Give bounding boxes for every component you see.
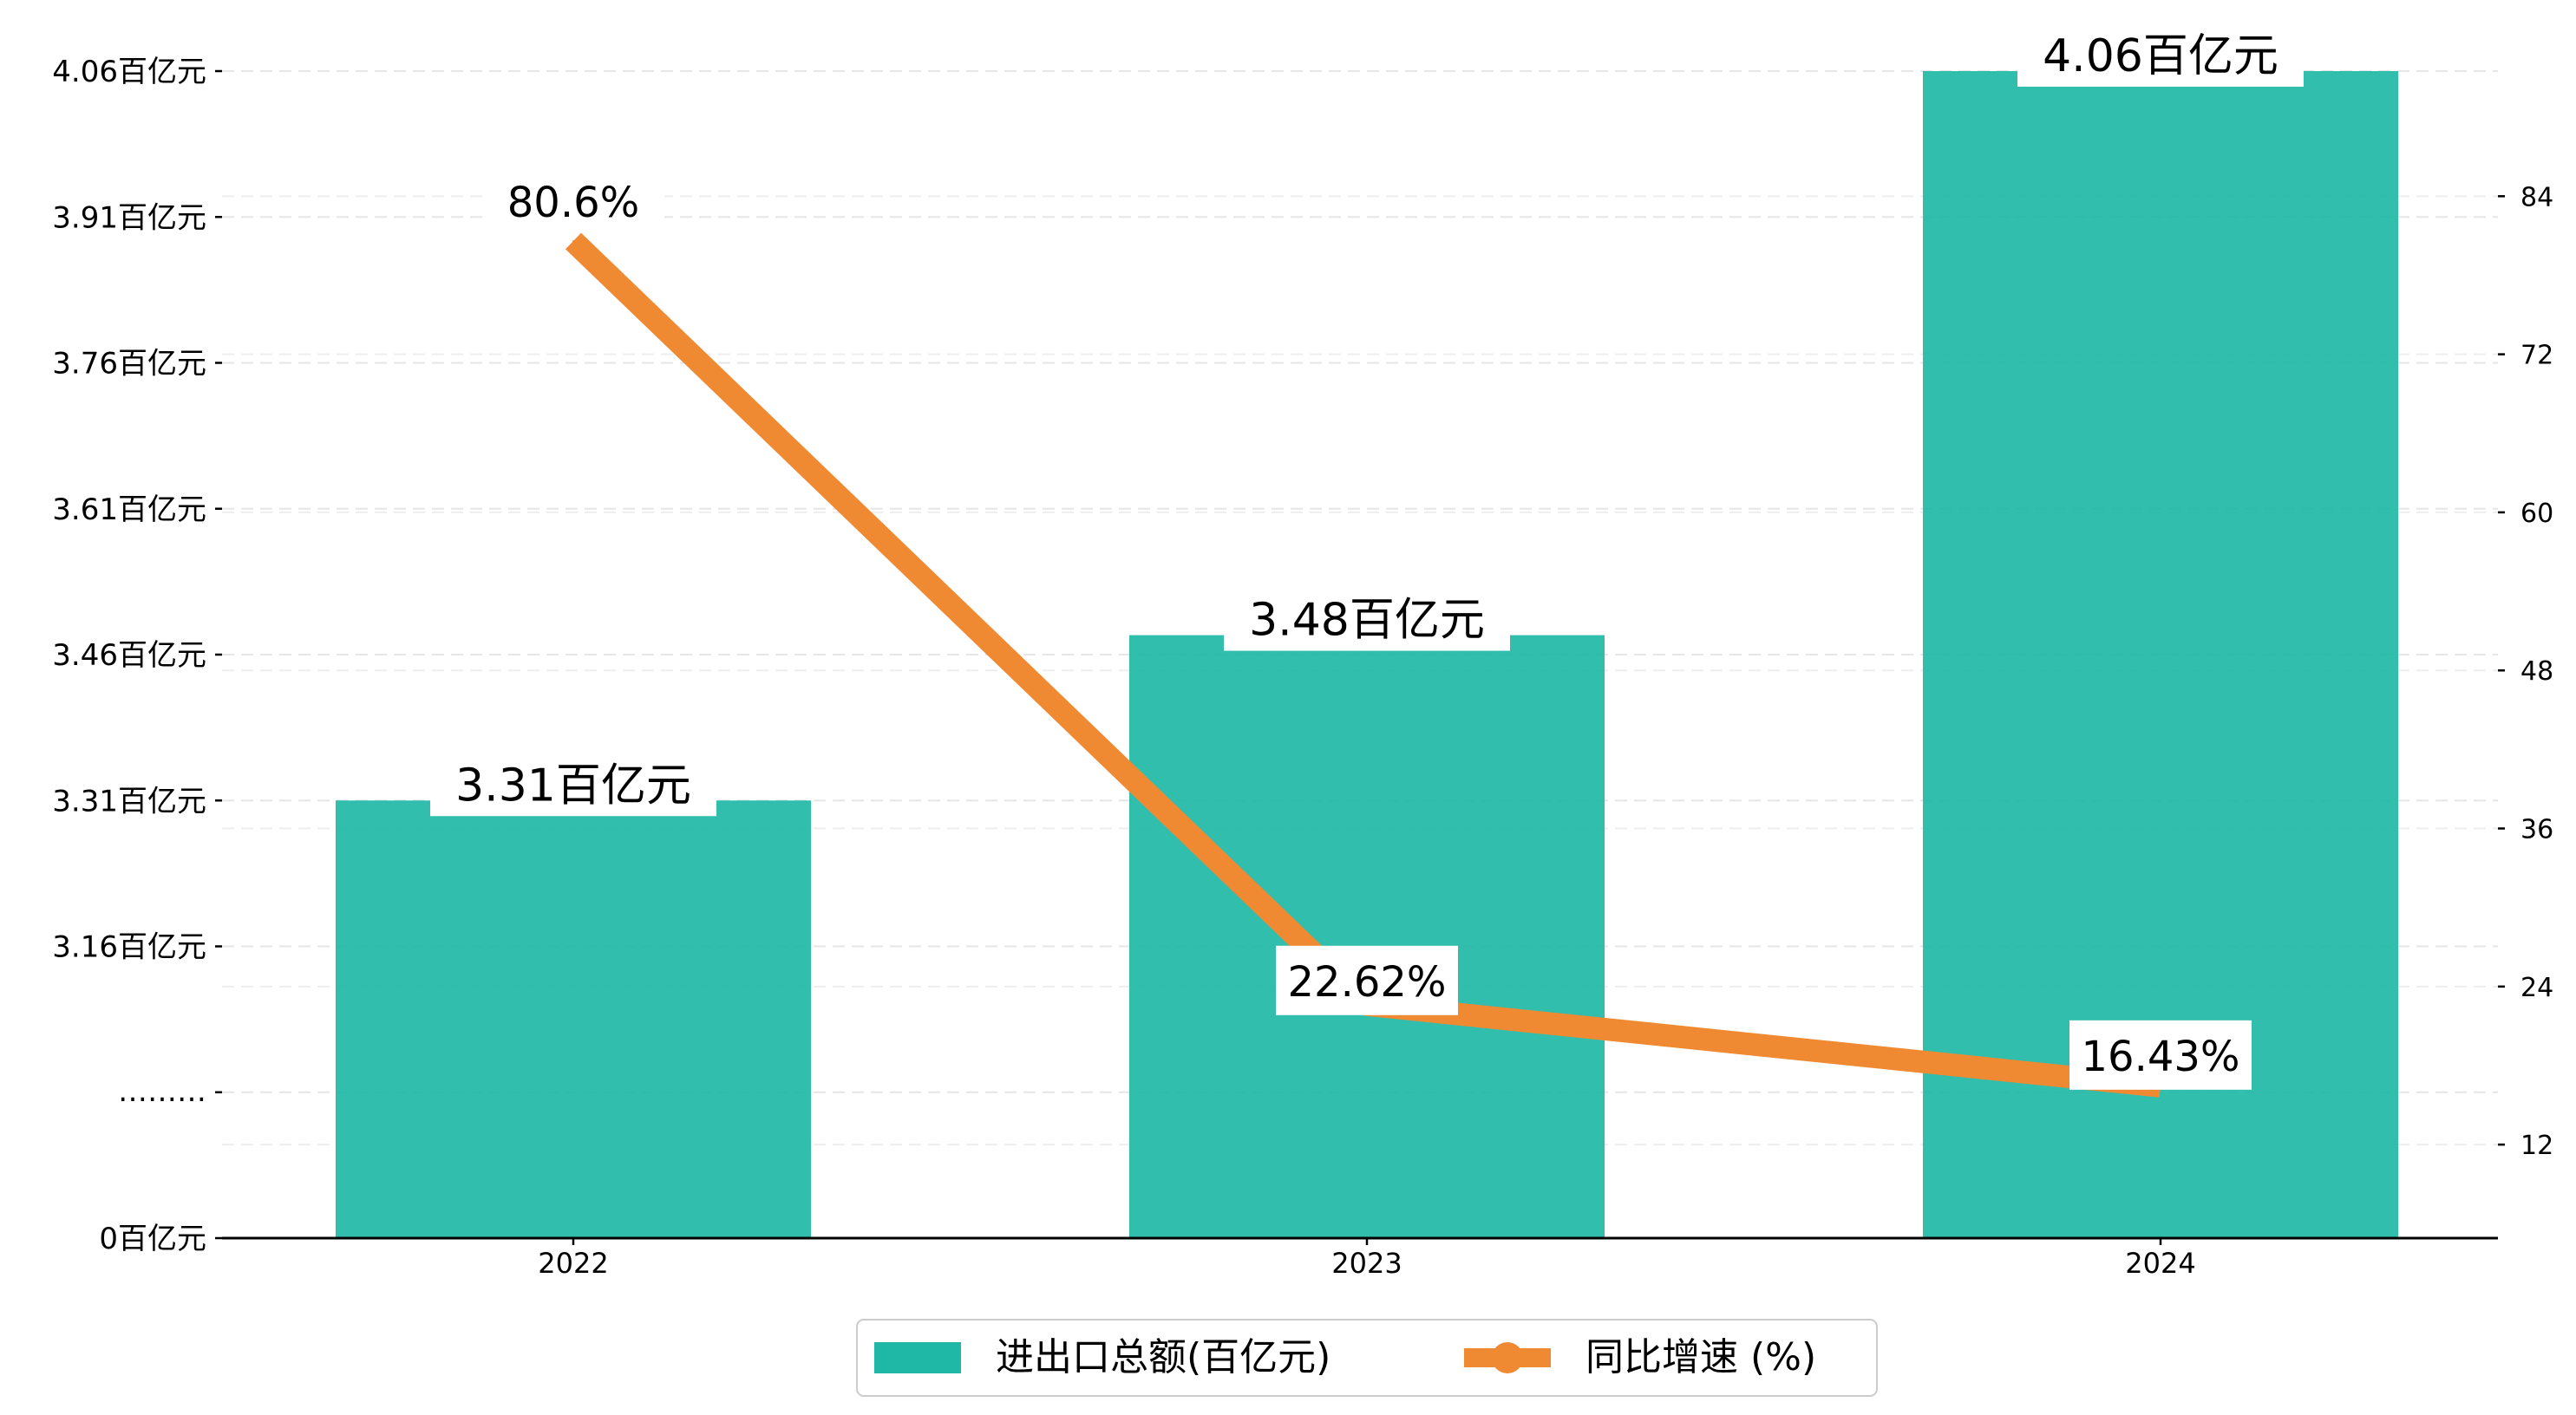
right-tick-label: 72 bbox=[2520, 341, 2553, 371]
bar bbox=[336, 800, 811, 1238]
left-tick-label: 3.31百亿元 bbox=[52, 784, 206, 818]
bar-value-label: 3.48百亿元 bbox=[1249, 595, 1485, 647]
left-axis: 0百亿元 3.16百亿元 3.31百亿元 3.46百亿元 3.61百亿元 3.76百亿元 3… bbox=[52, 55, 222, 1256]
line-label-box bbox=[1276, 945, 1458, 1015]
legend-box bbox=[856, 1319, 1878, 1397]
right-tick-label: 60 bbox=[2520, 499, 2553, 529]
legend-marker bbox=[1492, 1342, 1523, 1373]
line-point bbox=[572, 239, 574, 242]
right-axis: 12 24 36 48 60 72 84 bbox=[2498, 182, 2553, 1161]
left-tick-label: 4.06百亿元 bbox=[52, 55, 206, 89]
bar-value-label: 4.06百亿元 bbox=[2043, 30, 2279, 82]
line-value-label: 22.62% bbox=[1287, 958, 1446, 1007]
x-tick-label: 2024 bbox=[2125, 1247, 2195, 1280]
left-tick-label: 3.46百亿元 bbox=[52, 638, 206, 673]
left-tick-label: 3.16百亿元 bbox=[52, 930, 206, 965]
bar bbox=[1129, 635, 1605, 1238]
bar-label-box bbox=[2017, 31, 2304, 87]
line-value-label: 16.43% bbox=[2081, 1033, 2239, 1081]
right-tick-label: 36 bbox=[2520, 815, 2553, 845]
x-tick-label: 2022 bbox=[538, 1247, 608, 1280]
legend-label-bar: 进出口总额(百亿元) bbox=[996, 1335, 1330, 1379]
x-axis: 2022 2023 2024 bbox=[222, 1236, 2498, 1280]
legend: 进出口总额(百亿元) 同比增速 (%) bbox=[856, 1319, 1878, 1397]
right-tick-label: 48 bbox=[2520, 656, 2553, 687]
left-tick-label: 3.61百亿元 bbox=[52, 492, 206, 527]
left-tick-label: 3.91百亿元 bbox=[52, 200, 206, 235]
bar-label-box bbox=[430, 760, 716, 817]
line-label-box bbox=[482, 169, 664, 222]
bar-label-box bbox=[1224, 595, 1510, 651]
line-value-label: 80.6% bbox=[507, 179, 639, 227]
line-label-box bbox=[2069, 1020, 2252, 1090]
bar-value-label: 3.31百亿元 bbox=[455, 760, 691, 812]
line-value-labels: 80.6% 22.62% 16.43% bbox=[482, 169, 2252, 1090]
axis-break-label: ……… bbox=[118, 1074, 206, 1109]
right-tick-label: 84 bbox=[2520, 182, 2553, 212]
right-tick-label: 24 bbox=[2520, 973, 2553, 1003]
right-tick-label: 12 bbox=[2520, 1131, 2553, 1161]
left-tick-label: 3.76百亿元 bbox=[52, 347, 206, 381]
legend-swatch-bar bbox=[874, 1342, 961, 1373]
x-tick-label: 2023 bbox=[1331, 1247, 1402, 1280]
legend-label-line: 同比增速 (%) bbox=[1585, 1335, 1816, 1379]
bar-value-labels: 3.31百亿元 3.48百亿元 4.06百亿元 bbox=[430, 30, 2304, 817]
left-tick-label: 0百亿元 bbox=[99, 1222, 206, 1256]
